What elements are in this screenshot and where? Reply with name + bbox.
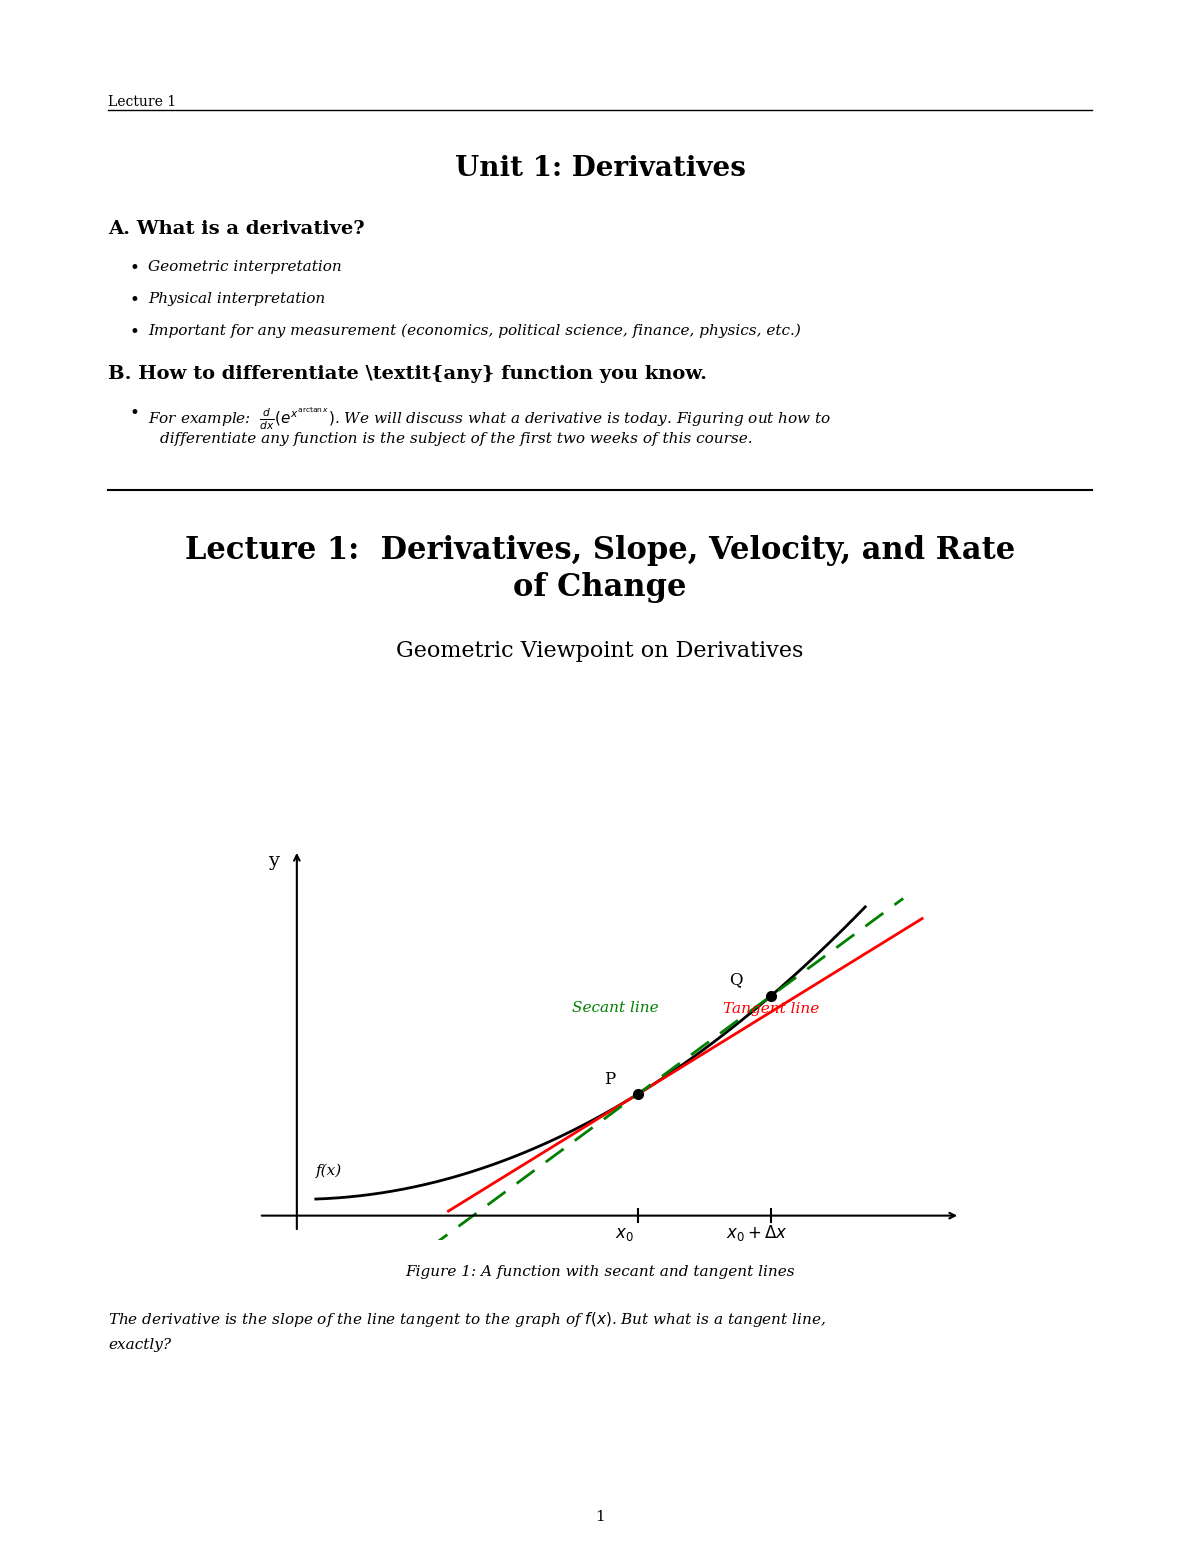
Text: Figure 1: A function with secant and tangent lines: Figure 1: A function with secant and tan… <box>406 1266 794 1280</box>
Text: Important for any measurement (economics, political science, finance, physics, e: Important for any measurement (economics… <box>148 325 800 339</box>
Text: •: • <box>130 259 140 276</box>
Text: differentiate any function is the subject of the first two weeks of this course.: differentiate any function is the subjec… <box>160 432 752 446</box>
Text: Secant line: Secant line <box>571 1002 659 1016</box>
Text: Tangent line: Tangent line <box>724 1002 820 1016</box>
Text: Unit 1: Derivatives: Unit 1: Derivatives <box>455 155 745 182</box>
Text: 1: 1 <box>595 1510 605 1523</box>
Text: $x_0$: $x_0$ <box>616 1227 634 1244</box>
Text: A. What is a derivative?: A. What is a derivative? <box>108 221 365 238</box>
Text: Geometric interpretation: Geometric interpretation <box>148 259 342 273</box>
Text: P: P <box>604 1072 616 1089</box>
Text: •: • <box>130 405 140 422</box>
Text: The derivative is the slope of the line tangent to the graph of $f(x)$. But what: The derivative is the slope of the line … <box>108 1311 826 1329</box>
Text: f(x): f(x) <box>316 1163 342 1179</box>
Text: Lecture 1:  Derivatives, Slope, Velocity, and Rate: Lecture 1: Derivatives, Slope, Velocity,… <box>185 534 1015 565</box>
Text: •: • <box>130 325 140 342</box>
Text: Geometric Viewpoint on Derivatives: Geometric Viewpoint on Derivatives <box>396 640 804 662</box>
Text: exactly?: exactly? <box>108 1339 172 1353</box>
Text: Physical interpretation: Physical interpretation <box>148 292 325 306</box>
Text: For example:  $\frac{d}{dx}\left(e^{x^{\arctan x}}\right)$. We will discuss what: For example: $\frac{d}{dx}\left(e^{x^{\a… <box>148 405 832 432</box>
Text: $x_0+\Delta x$: $x_0+\Delta x$ <box>726 1224 788 1244</box>
Text: B. How to differentiate \textit{any} function you know.: B. How to differentiate \textit{any} fun… <box>108 365 707 384</box>
Text: of Change: of Change <box>514 572 686 603</box>
Text: Q: Q <box>728 971 743 988</box>
Text: •: • <box>130 292 140 309</box>
Text: y: y <box>269 853 280 870</box>
Text: Lecture 1: Lecture 1 <box>108 95 176 109</box>
